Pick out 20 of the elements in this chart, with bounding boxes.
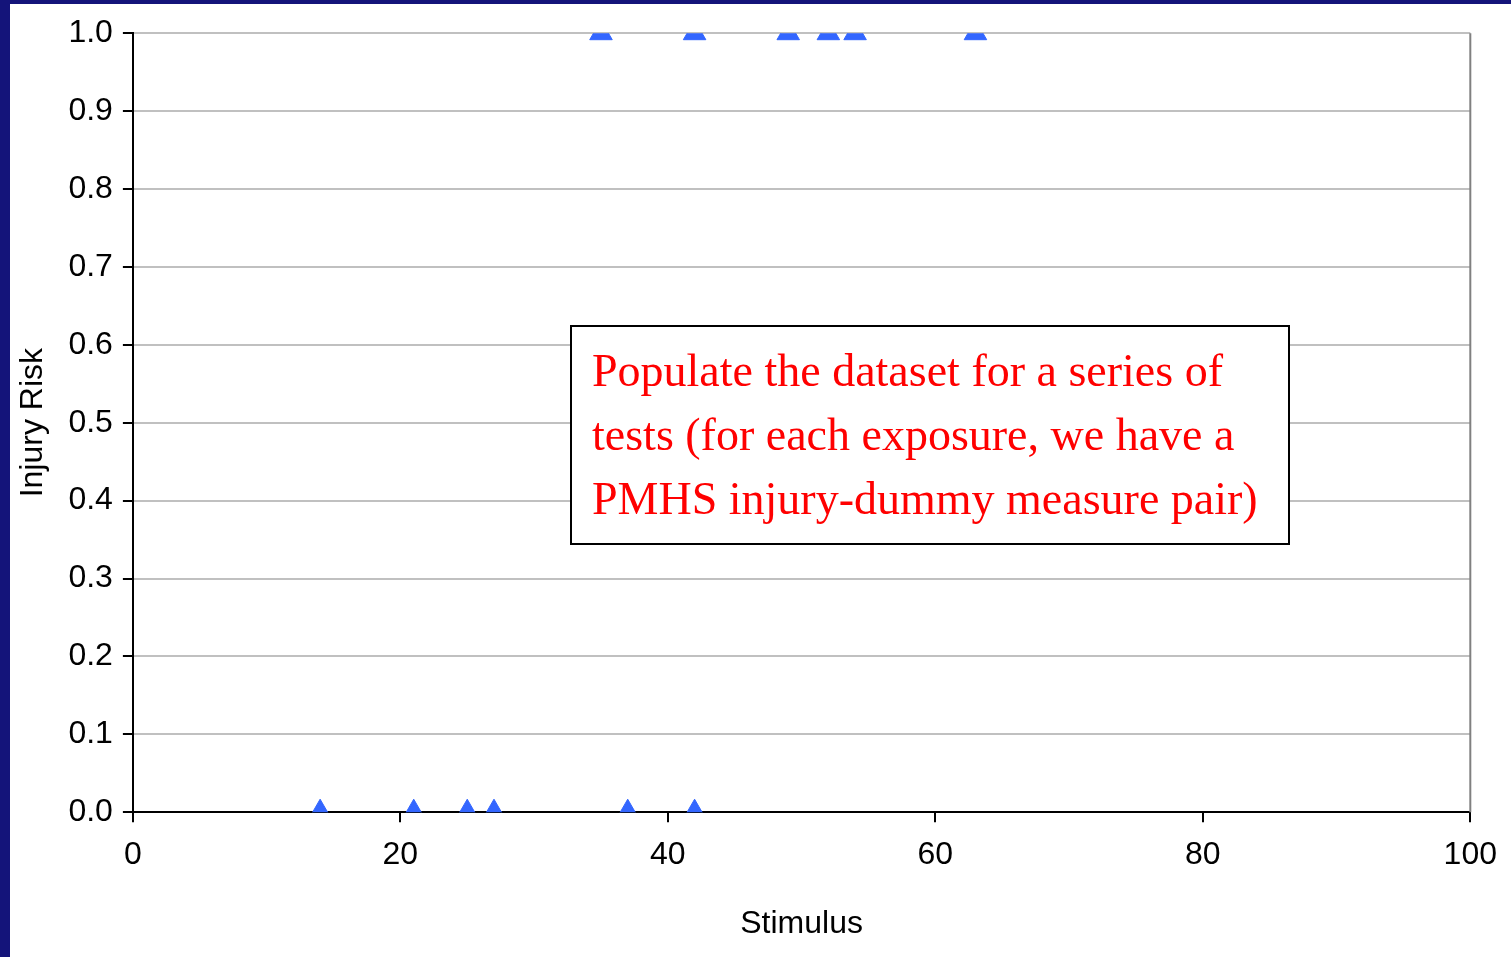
y-tick-label: 0.3 [68, 558, 113, 595]
y-tick-label: 0.4 [68, 480, 113, 517]
y-tick-label: 0.7 [68, 246, 113, 283]
x-tick-label: 100 [1443, 835, 1497, 872]
x-tick-label: 0 [123, 835, 142, 872]
y-tick-label: 0.9 [68, 90, 113, 127]
x-tick-label: 60 [917, 835, 954, 872]
annotation: Populate the dataset for a series of tests (for each exposure, we have a PMHS injury-dummy measure pair) [570, 325, 1290, 545]
y-tick-label: 0.8 [68, 168, 113, 205]
y-axis-title: Injury Risk [13, 347, 50, 498]
x-tick-label: 80 [1185, 835, 1221, 872]
x-axis-title: Stimulus [740, 903, 863, 940]
y-tick-label: 0.0 [68, 792, 113, 829]
y-tick-label: 0.2 [68, 636, 113, 673]
y-tick-label: 0.1 [68, 714, 113, 751]
y-tick-label: 0.5 [68, 402, 113, 439]
y-tick-label: 1.0 [68, 13, 113, 50]
x-tick-label: 40 [650, 835, 686, 872]
x-tick-label: 20 [382, 835, 419, 872]
y-tick-label: 0.6 [68, 324, 113, 361]
